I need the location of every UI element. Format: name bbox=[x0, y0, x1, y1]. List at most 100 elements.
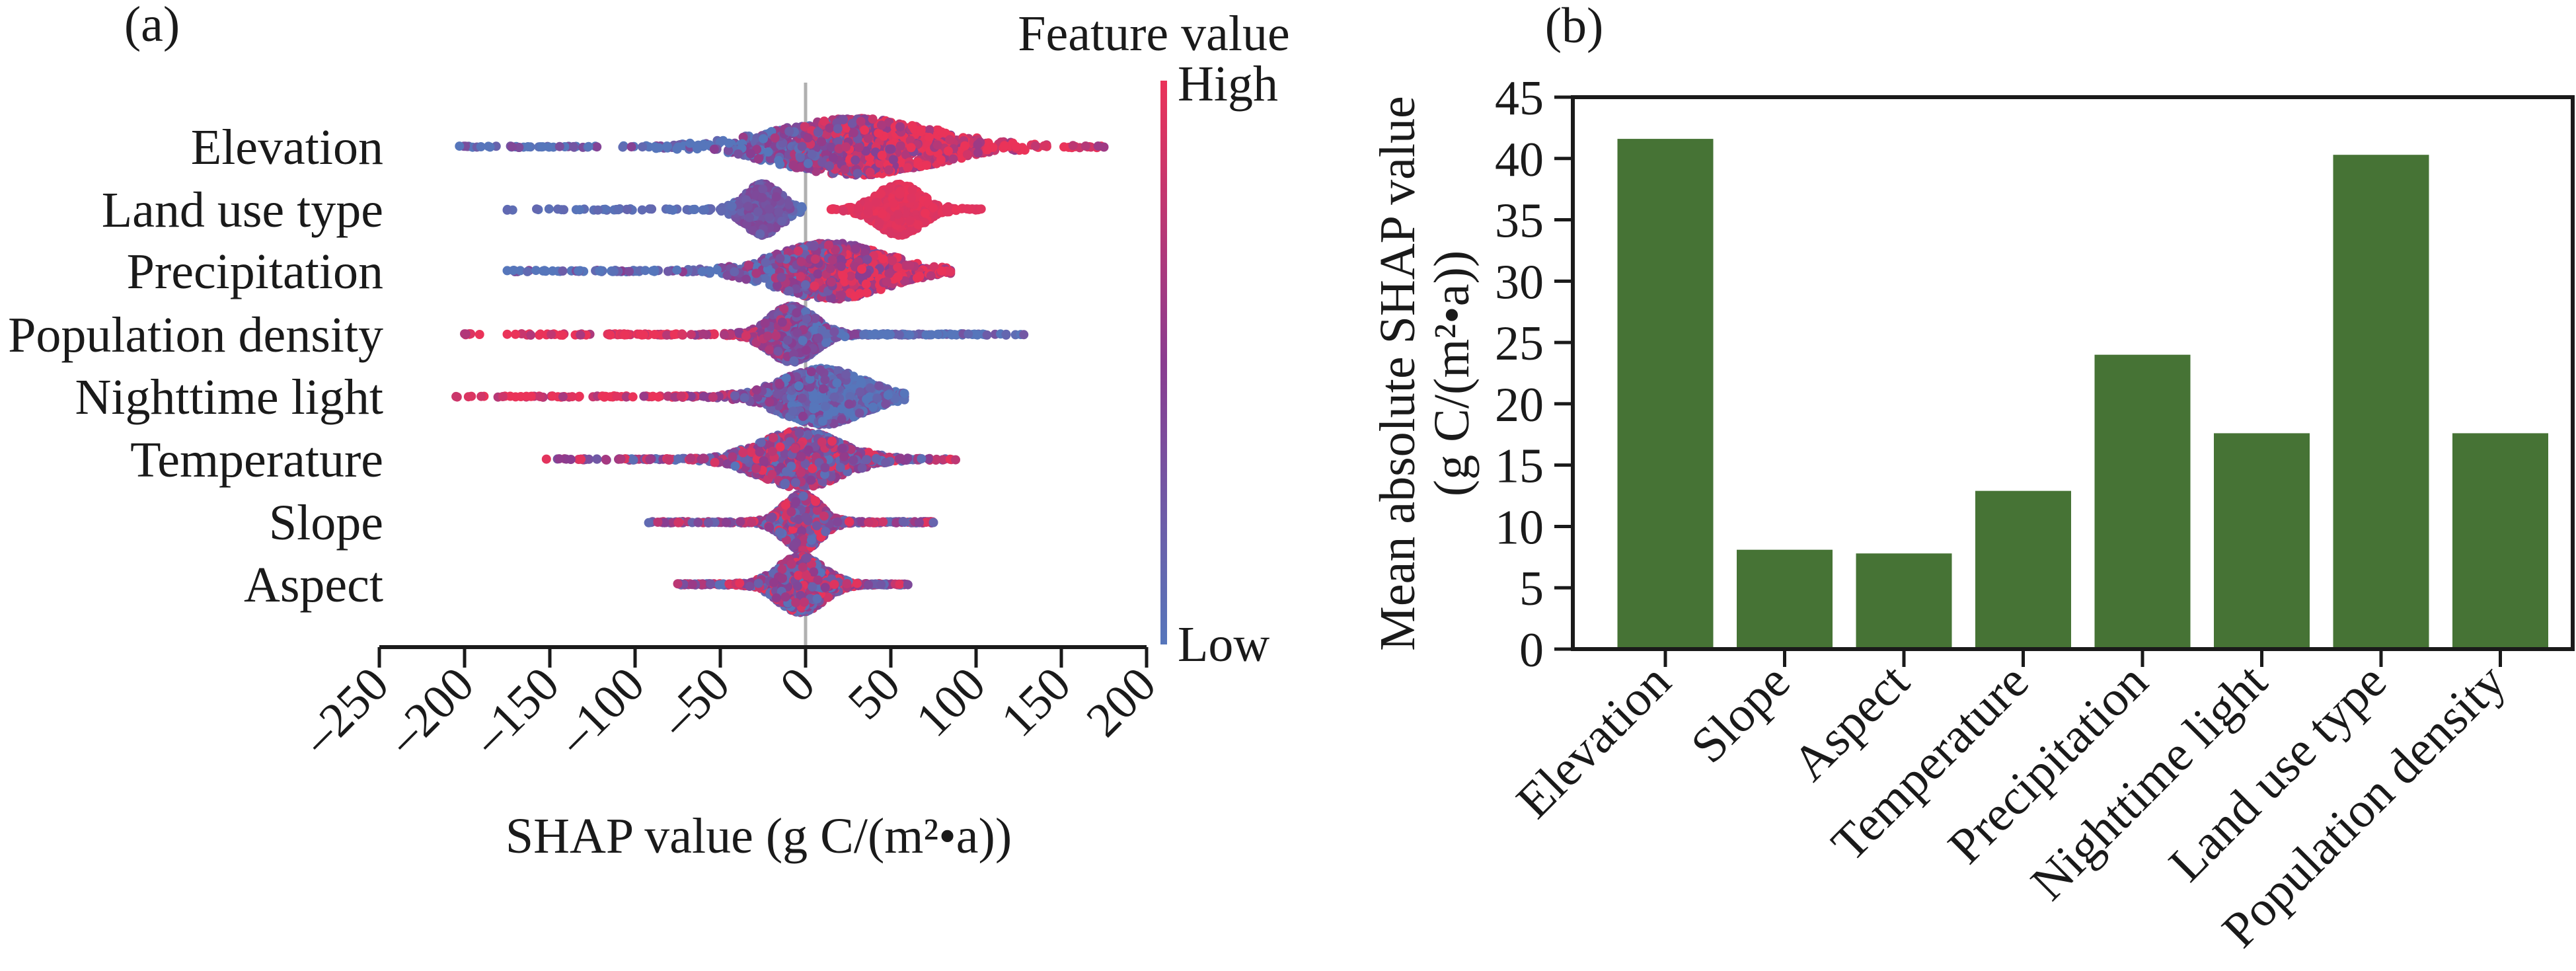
shap-point bbox=[932, 140, 942, 150]
feature-points-row bbox=[502, 239, 956, 304]
shap-point bbox=[800, 280, 810, 290]
shap-point bbox=[558, 266, 568, 276]
shap-point bbox=[777, 216, 787, 226]
shap-point bbox=[689, 204, 699, 214]
shap-point bbox=[1059, 142, 1069, 152]
shap-point bbox=[948, 154, 958, 164]
shap-point bbox=[734, 149, 743, 159]
shap-point bbox=[698, 205, 708, 215]
shap-point bbox=[951, 205, 961, 215]
shap-point bbox=[825, 264, 835, 274]
shap-point bbox=[854, 143, 864, 153]
shap-point bbox=[712, 265, 722, 275]
shap-point bbox=[663, 266, 673, 276]
shap-point bbox=[946, 267, 956, 276]
shap-point bbox=[893, 272, 903, 282]
shap-point bbox=[672, 265, 682, 275]
shap-point bbox=[826, 142, 836, 152]
shap-point bbox=[796, 272, 806, 282]
shap-point bbox=[878, 254, 888, 264]
shap-point bbox=[609, 266, 619, 276]
shap-point bbox=[1068, 141, 1078, 151]
shap-point bbox=[502, 266, 512, 276]
shap-point bbox=[850, 291, 860, 301]
shap-point bbox=[827, 277, 837, 287]
feature-points-row bbox=[502, 179, 986, 240]
shap-point bbox=[595, 266, 605, 276]
shap-point bbox=[878, 209, 888, 219]
shap-point bbox=[727, 202, 737, 212]
shap-point bbox=[913, 220, 923, 230]
shap-point bbox=[976, 204, 986, 214]
shap-point bbox=[638, 142, 648, 152]
shap-point bbox=[973, 148, 983, 158]
shap-point bbox=[901, 229, 911, 239]
shap-point bbox=[508, 142, 517, 152]
shap-point bbox=[868, 114, 878, 124]
shap-point bbox=[895, 141, 905, 151]
feature-points-row bbox=[455, 114, 1109, 180]
shap-point bbox=[575, 205, 585, 215]
shap-point bbox=[797, 141, 807, 151]
shap-point bbox=[709, 144, 719, 154]
shap-point bbox=[865, 167, 875, 177]
shap-point bbox=[936, 155, 946, 165]
panel-a-label: (a) bbox=[124, 0, 180, 52]
shap-point bbox=[893, 210, 903, 219]
shap-point bbox=[964, 204, 973, 214]
shap-point bbox=[784, 200, 794, 210]
shap-point bbox=[623, 205, 632, 215]
shap-point bbox=[813, 127, 823, 137]
shap-point bbox=[532, 204, 541, 214]
shap-point bbox=[635, 329, 645, 339]
shap-point bbox=[693, 144, 702, 154]
shap-point bbox=[960, 141, 969, 151]
shap-point bbox=[825, 161, 835, 171]
shap-point bbox=[856, 116, 866, 126]
shap-point bbox=[847, 118, 857, 128]
shap-point bbox=[796, 256, 806, 266]
shap-point bbox=[803, 159, 813, 169]
shap-point bbox=[757, 193, 767, 202]
shap-point bbox=[476, 142, 486, 151]
shap-point bbox=[730, 267, 739, 277]
shap-point bbox=[907, 121, 917, 131]
shap-point bbox=[861, 279, 871, 289]
shap-point bbox=[922, 161, 932, 170]
shap-point bbox=[863, 134, 873, 143]
shap-point bbox=[826, 204, 836, 214]
shap-point bbox=[817, 137, 827, 147]
shap-point bbox=[810, 281, 819, 291]
shap-point bbox=[654, 143, 663, 153]
shap-point bbox=[553, 204, 563, 214]
shap-point bbox=[943, 146, 953, 156]
shap-point bbox=[625, 266, 634, 276]
shap-point bbox=[1080, 141, 1090, 151]
shap-point bbox=[672, 144, 682, 154]
shap-point bbox=[1011, 141, 1021, 151]
shap-point bbox=[593, 205, 603, 215]
shap-point bbox=[851, 244, 860, 254]
shap-point bbox=[905, 260, 915, 270]
shap-point bbox=[797, 203, 807, 213]
shap-point bbox=[784, 126, 794, 136]
shap-point bbox=[907, 185, 917, 195]
shap-point bbox=[982, 145, 992, 155]
shap-point bbox=[945, 135, 955, 145]
shap-point bbox=[523, 266, 533, 276]
shap-point bbox=[827, 255, 837, 265]
shap-point bbox=[618, 142, 628, 152]
shap-point bbox=[763, 147, 773, 157]
shap-point bbox=[784, 286, 794, 296]
shap-point bbox=[942, 207, 952, 217]
shap-point bbox=[539, 266, 549, 276]
shap-point bbox=[777, 272, 786, 282]
shap-point bbox=[685, 138, 695, 148]
shap-point bbox=[884, 269, 894, 278]
shap-point bbox=[592, 142, 602, 152]
shap-point bbox=[755, 229, 765, 239]
shap-point bbox=[526, 330, 536, 340]
shap-point bbox=[853, 203, 863, 213]
